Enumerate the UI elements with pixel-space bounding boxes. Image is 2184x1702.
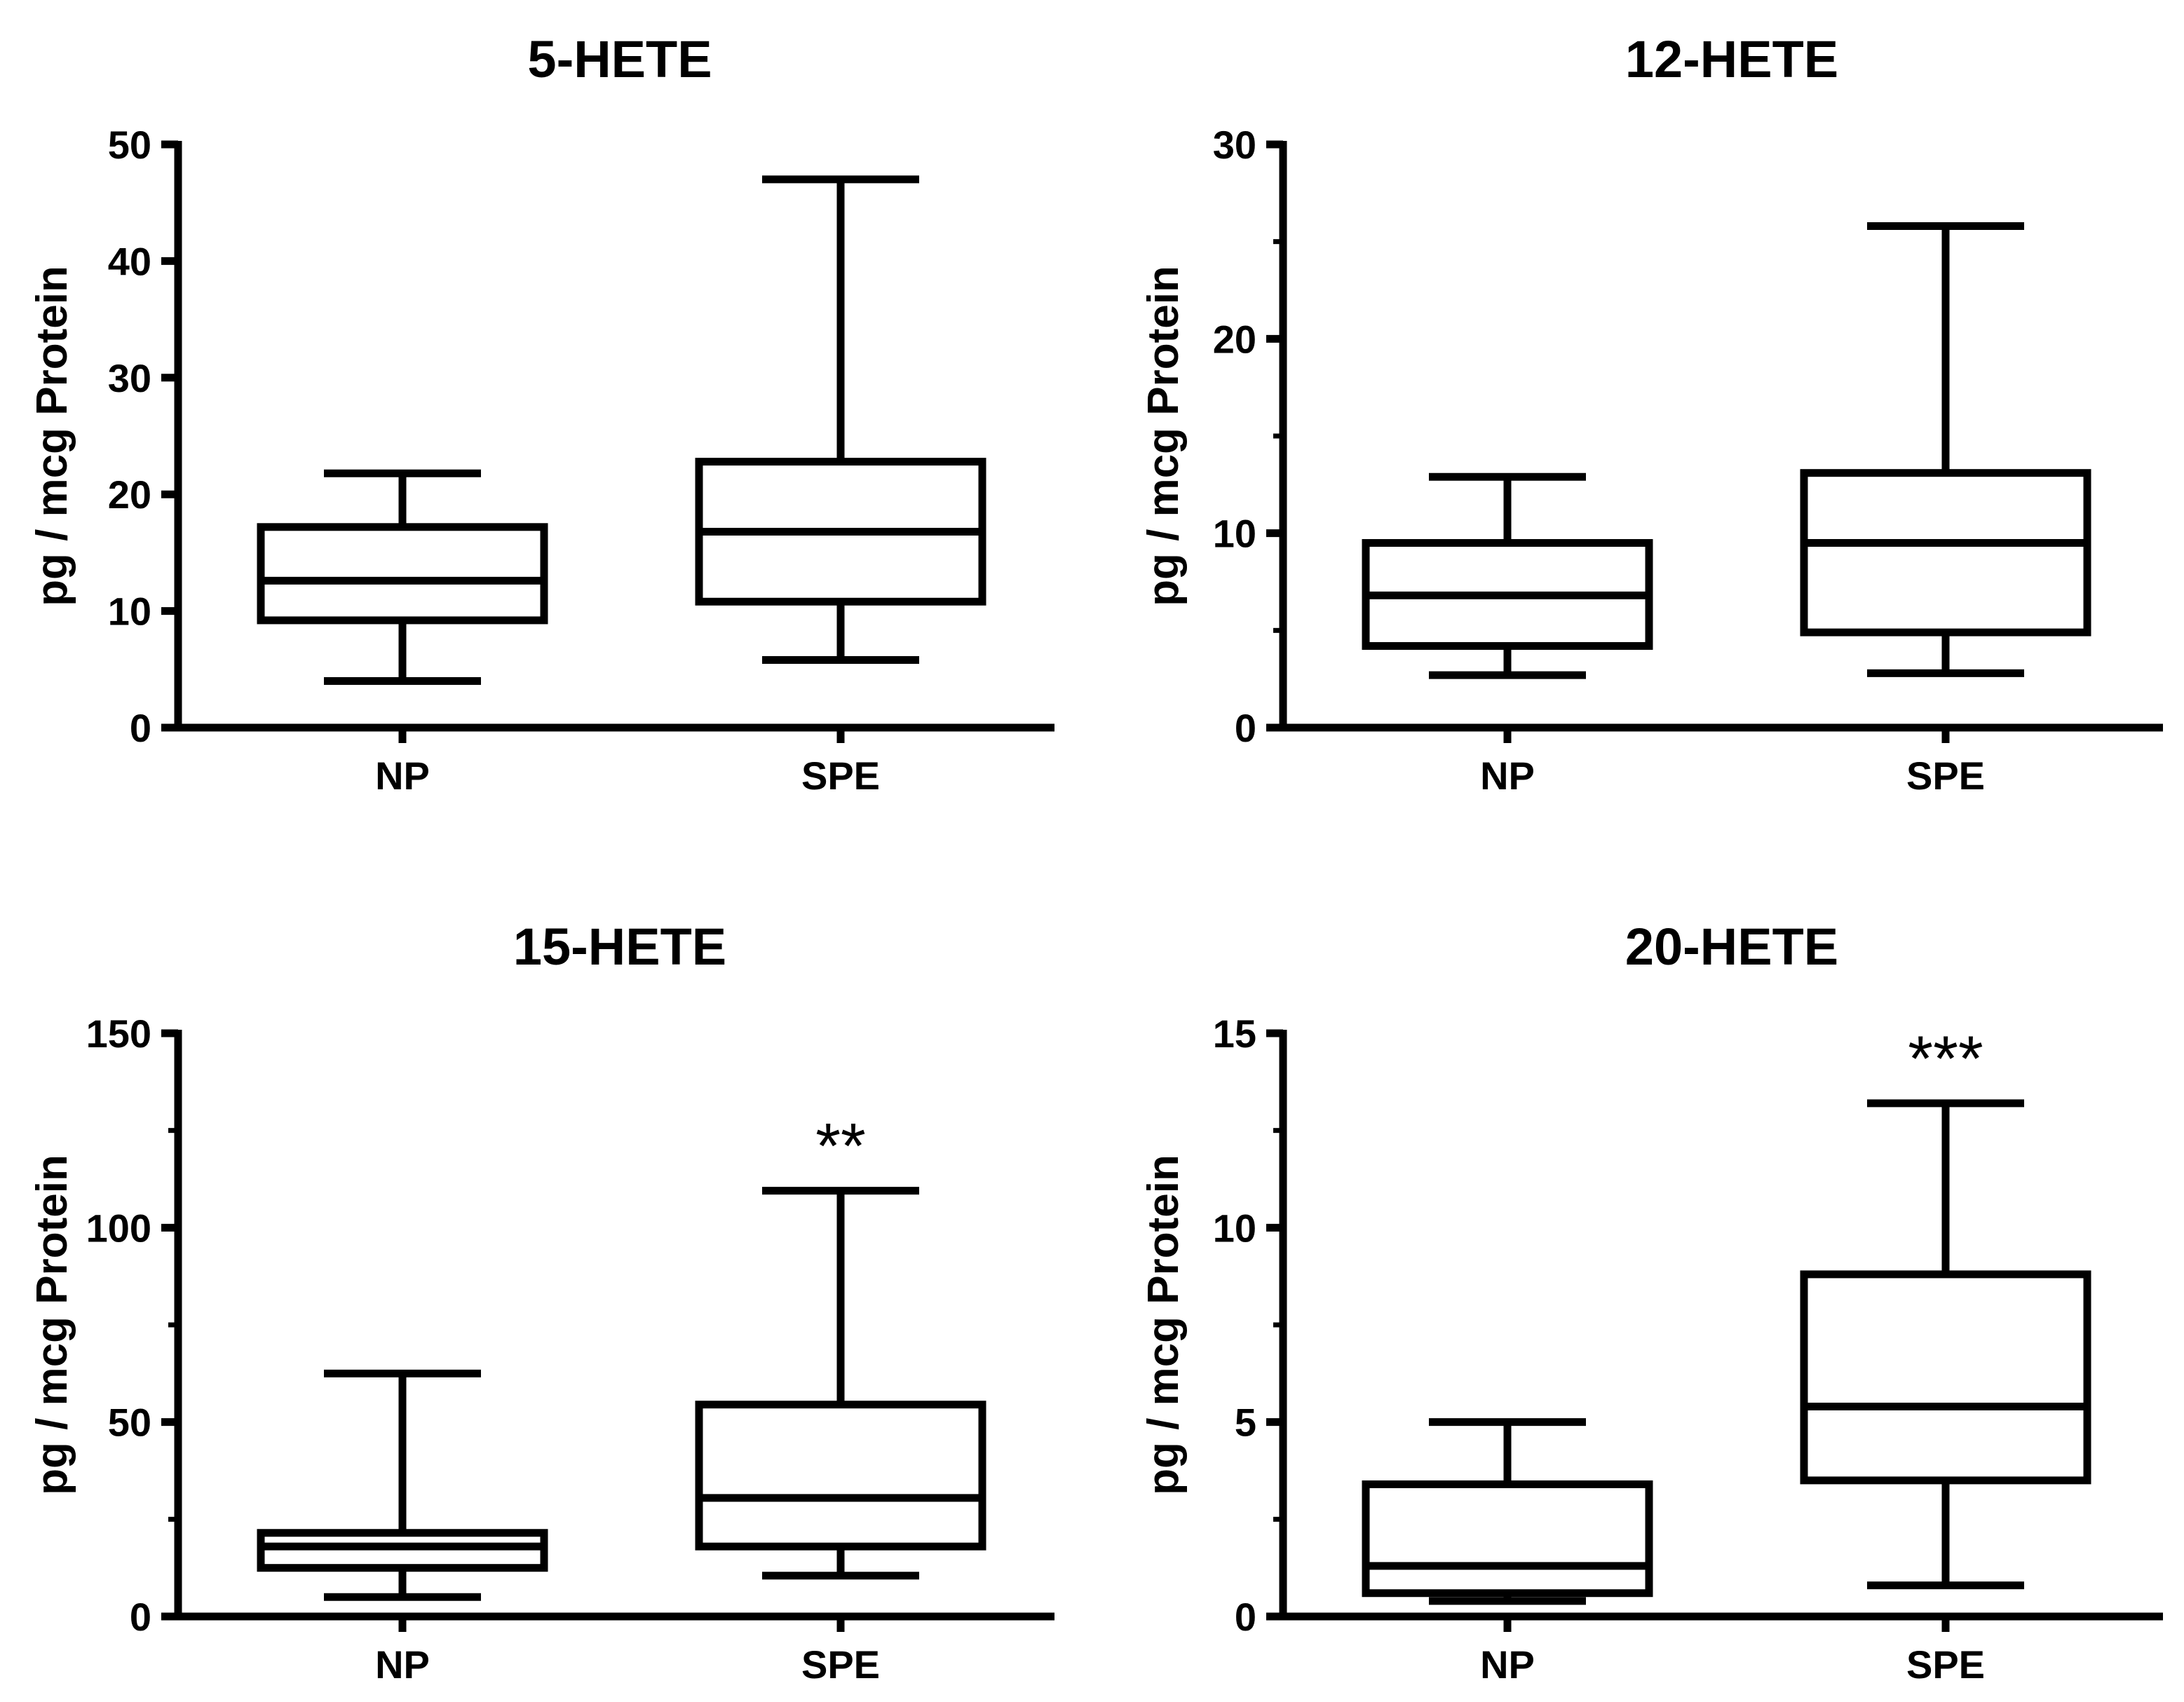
panel-20-hete: 20-HETE pg / mcg Protein 0 5 10 15 NP SPE *** — [1139, 918, 2163, 1687]
y-tick-label: 50 — [108, 1401, 151, 1445]
iqr-box — [1362, 1480, 1653, 1598]
significance-marker: ** — [815, 1111, 866, 1183]
y-tick-label: 50 — [108, 123, 151, 167]
y-tick-label: 40 — [108, 239, 151, 283]
y-tick-label: 0 — [1235, 1595, 1256, 1639]
chart-title: 5-HETE — [527, 30, 712, 88]
x-category-label: SPE — [1906, 1642, 1985, 1687]
x-category-label: SPE — [801, 1642, 880, 1687]
y-tick-label: 0 — [1235, 706, 1256, 750]
chart-title: 15-HETE — [513, 918, 726, 976]
box-spe: SPE — [695, 175, 986, 798]
x-category-label: NP — [375, 754, 430, 798]
y-tick-label: 10 — [108, 590, 151, 634]
y-tick-label: 10 — [1213, 512, 1256, 556]
box-np: NP — [257, 1369, 548, 1687]
y-tick-label: 20 — [1213, 317, 1256, 361]
iqr-box — [695, 1401, 986, 1551]
iqr-box — [257, 1529, 548, 1572]
box-np: NP — [1362, 472, 1653, 798]
box-np: NP — [1362, 1418, 1653, 1687]
chart-title: 12-HETE — [1625, 30, 1838, 88]
panel-12-hete: 12-HETE pg / mcg Protein 0 10 20 30 NP SPE — [1139, 30, 2163, 798]
y-tick-label: 150 — [86, 1012, 151, 1056]
y-axis-label: pg / mcg Protein — [28, 1155, 76, 1495]
iqr-box — [1800, 469, 2091, 636]
panel-15-hete: 15-HETE pg / mcg Protein 0 50 100 150 NP SPE ** — [28, 918, 1054, 1687]
x-category-label: NP — [375, 1642, 430, 1687]
y-axis-label: pg / mcg Protein — [1139, 1155, 1188, 1495]
significance-marker: *** — [1908, 1023, 1983, 1095]
x-category-label: NP — [1480, 1642, 1535, 1687]
iqr-box — [1800, 1270, 2091, 1485]
box-spe: SPE *** — [1800, 1023, 2091, 1687]
y-tick-label: 0 — [130, 706, 151, 750]
y-tick-label: 10 — [1213, 1206, 1256, 1250]
box-np: NP — [257, 469, 548, 798]
y-tick-label: 20 — [108, 472, 151, 517]
y-axis-label: pg / mcg Protein — [1139, 266, 1188, 606]
iqr-box — [257, 523, 548, 625]
y-tick-label: 5 — [1235, 1401, 1256, 1445]
x-category-label: SPE — [1906, 754, 1985, 798]
y-axis-label: pg / mcg Protein — [28, 266, 76, 606]
box-spe: SPE — [1800, 222, 2091, 798]
chart-title: 20-HETE — [1625, 918, 1838, 976]
y-tick-label: 15 — [1213, 1012, 1256, 1056]
y-tick-label: 100 — [86, 1206, 151, 1250]
x-category-label: NP — [1480, 754, 1535, 798]
panel-5-hete: 5-HETE pg / mcg Protein 0 10 20 30 40 50 NP SPE — [28, 30, 1054, 798]
box-spe: SPE ** — [695, 1111, 986, 1687]
y-tick-label: 30 — [1213, 123, 1256, 167]
x-category-label: SPE — [801, 754, 880, 798]
y-tick-label: 0 — [130, 1595, 151, 1639]
y-tick-label: 30 — [108, 356, 151, 400]
